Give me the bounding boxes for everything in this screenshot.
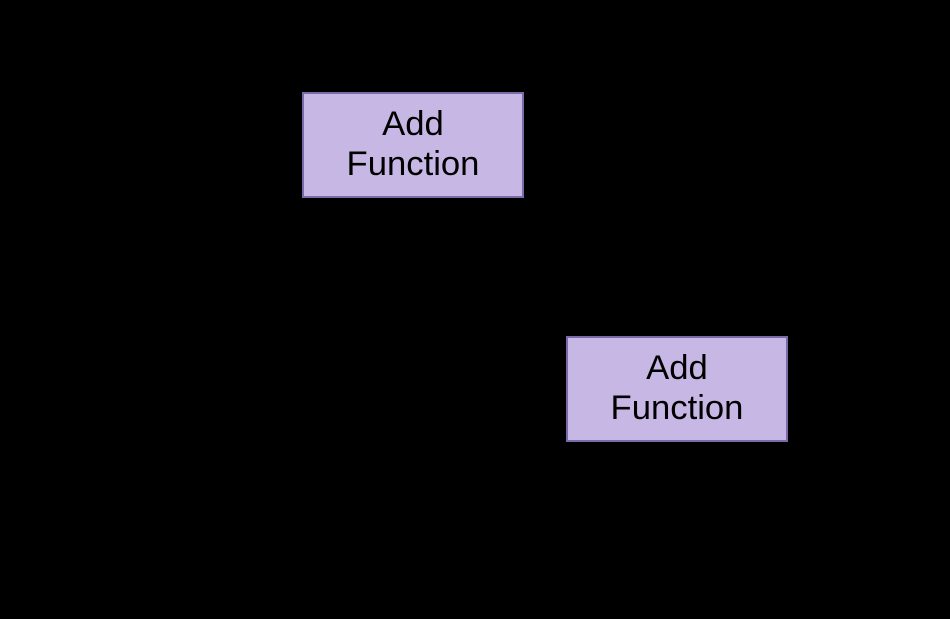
node-add-fn-bottom: Add Function (566, 336, 788, 442)
diagram-canvas: Add Function Add Function (0, 0, 950, 619)
node-add-fn-top: Add Function (302, 92, 524, 198)
node-add-fn-bottom-label: Add Function (603, 345, 752, 433)
node-add-fn-top-label: Add Function (339, 101, 488, 189)
